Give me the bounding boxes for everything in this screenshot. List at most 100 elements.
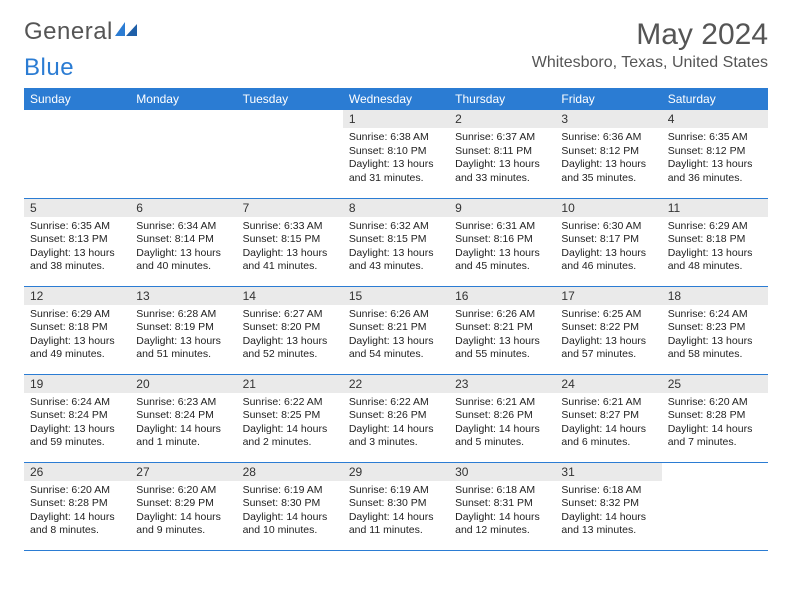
day-details: Sunrise: 6:22 AMSunset: 8:26 PMDaylight:…: [343, 393, 449, 455]
day-number: 25: [662, 375, 768, 393]
weekday-header-row: SundayMondayTuesdayWednesdayThursdayFrid…: [24, 88, 768, 110]
calendar-week-row: 5Sunrise: 6:35 AMSunset: 8:13 PMDaylight…: [24, 198, 768, 286]
calendar-day-cell: 13Sunrise: 6:28 AMSunset: 8:19 PMDayligh…: [130, 286, 236, 374]
day-number: 15: [343, 287, 449, 305]
calendar-day-cell: 30Sunrise: 6:18 AMSunset: 8:31 PMDayligh…: [449, 462, 555, 550]
calendar-day-cell: 16Sunrise: 6:26 AMSunset: 8:21 PMDayligh…: [449, 286, 555, 374]
calendar-day-cell: 22Sunrise: 6:22 AMSunset: 8:26 PMDayligh…: [343, 374, 449, 462]
day-number: 2: [449, 110, 555, 128]
day-details: Sunrise: 6:32 AMSunset: 8:15 PMDaylight:…: [343, 217, 449, 279]
day-details: Sunrise: 6:27 AMSunset: 8:20 PMDaylight:…: [237, 305, 343, 367]
day-number: 23: [449, 375, 555, 393]
title-block: May 2024 Whitesboro, Texas, United State…: [532, 18, 768, 72]
day-details: Sunrise: 6:38 AMSunset: 8:10 PMDaylight:…: [343, 128, 449, 190]
calendar-week-row: 12Sunrise: 6:29 AMSunset: 8:18 PMDayligh…: [24, 286, 768, 374]
day-number: 29: [343, 463, 449, 481]
day-details: Sunrise: 6:26 AMSunset: 8:21 PMDaylight:…: [449, 305, 555, 367]
day-number: 27: [130, 463, 236, 481]
calendar-day-cell: 20Sunrise: 6:23 AMSunset: 8:24 PMDayligh…: [130, 374, 236, 462]
brand-logo: General: [24, 18, 137, 46]
calendar-day-cell: 19Sunrise: 6:24 AMSunset: 8:24 PMDayligh…: [24, 374, 130, 462]
calendar-day-cell: 31Sunrise: 6:18 AMSunset: 8:32 PMDayligh…: [555, 462, 661, 550]
calendar-day-cell: 27Sunrise: 6:20 AMSunset: 8:29 PMDayligh…: [130, 462, 236, 550]
day-details: Sunrise: 6:23 AMSunset: 8:24 PMDaylight:…: [130, 393, 236, 455]
day-number: 16: [449, 287, 555, 305]
day-number: 17: [555, 287, 661, 305]
day-details: Sunrise: 6:26 AMSunset: 8:21 PMDaylight:…: [343, 305, 449, 367]
day-number: 30: [449, 463, 555, 481]
day-number: 4: [662, 110, 768, 128]
day-details: Sunrise: 6:34 AMSunset: 8:14 PMDaylight:…: [130, 217, 236, 279]
calendar-day-cell: [662, 462, 768, 550]
day-number: 7: [237, 199, 343, 217]
calendar-week-row: 19Sunrise: 6:24 AMSunset: 8:24 PMDayligh…: [24, 374, 768, 462]
calendar-day-cell: 3Sunrise: 6:36 AMSunset: 8:12 PMDaylight…: [555, 110, 661, 198]
calendar-day-cell: 14Sunrise: 6:27 AMSunset: 8:20 PMDayligh…: [237, 286, 343, 374]
day-details: Sunrise: 6:35 AMSunset: 8:13 PMDaylight:…: [24, 217, 130, 279]
brand-part2: Blue: [24, 54, 74, 82]
weekday-header: Saturday: [662, 88, 768, 110]
calendar-day-cell: 1Sunrise: 6:38 AMSunset: 8:10 PMDaylight…: [343, 110, 449, 198]
day-number: 14: [237, 287, 343, 305]
day-details: Sunrise: 6:36 AMSunset: 8:12 PMDaylight:…: [555, 128, 661, 190]
day-details: Sunrise: 6:19 AMSunset: 8:30 PMDaylight:…: [237, 481, 343, 543]
day-number: 12: [24, 287, 130, 305]
weekday-header: Wednesday: [343, 88, 449, 110]
day-details: Sunrise: 6:19 AMSunset: 8:30 PMDaylight:…: [343, 481, 449, 543]
day-number: 19: [24, 375, 130, 393]
calendar-day-cell: 15Sunrise: 6:26 AMSunset: 8:21 PMDayligh…: [343, 286, 449, 374]
calendar-day-cell: 21Sunrise: 6:22 AMSunset: 8:25 PMDayligh…: [237, 374, 343, 462]
calendar-table: SundayMondayTuesdayWednesdayThursdayFrid…: [24, 88, 768, 551]
day-number: 11: [662, 199, 768, 217]
day-details: Sunrise: 6:25 AMSunset: 8:22 PMDaylight:…: [555, 305, 661, 367]
day-number: 8: [343, 199, 449, 217]
calendar-day-cell: 23Sunrise: 6:21 AMSunset: 8:26 PMDayligh…: [449, 374, 555, 462]
day-number: 5: [24, 199, 130, 217]
day-number: 10: [555, 199, 661, 217]
day-details: Sunrise: 6:21 AMSunset: 8:27 PMDaylight:…: [555, 393, 661, 455]
day-details: Sunrise: 6:24 AMSunset: 8:23 PMDaylight:…: [662, 305, 768, 367]
calendar-day-cell: 6Sunrise: 6:34 AMSunset: 8:14 PMDaylight…: [130, 198, 236, 286]
day-number: 22: [343, 375, 449, 393]
calendar-week-row: 26Sunrise: 6:20 AMSunset: 8:28 PMDayligh…: [24, 462, 768, 550]
calendar-day-cell: 7Sunrise: 6:33 AMSunset: 8:15 PMDaylight…: [237, 198, 343, 286]
calendar-day-cell: 25Sunrise: 6:20 AMSunset: 8:28 PMDayligh…: [662, 374, 768, 462]
day-details: Sunrise: 6:35 AMSunset: 8:12 PMDaylight:…: [662, 128, 768, 190]
day-details: Sunrise: 6:20 AMSunset: 8:28 PMDaylight:…: [24, 481, 130, 543]
day-details: Sunrise: 6:20 AMSunset: 8:28 PMDaylight:…: [662, 393, 768, 455]
day-details: Sunrise: 6:24 AMSunset: 8:24 PMDaylight:…: [24, 393, 130, 455]
day-number: 28: [237, 463, 343, 481]
weekday-header: Friday: [555, 88, 661, 110]
day-details: Sunrise: 6:21 AMSunset: 8:26 PMDaylight:…: [449, 393, 555, 455]
calendar-day-cell: 4Sunrise: 6:35 AMSunset: 8:12 PMDaylight…: [662, 110, 768, 198]
calendar-day-cell: 8Sunrise: 6:32 AMSunset: 8:15 PMDaylight…: [343, 198, 449, 286]
calendar-week-row: 1Sunrise: 6:38 AMSunset: 8:10 PMDaylight…: [24, 110, 768, 198]
calendar-day-cell: 18Sunrise: 6:24 AMSunset: 8:23 PMDayligh…: [662, 286, 768, 374]
calendar-day-cell: 10Sunrise: 6:30 AMSunset: 8:17 PMDayligh…: [555, 198, 661, 286]
weekday-header: Monday: [130, 88, 236, 110]
calendar-day-cell: 11Sunrise: 6:29 AMSunset: 8:18 PMDayligh…: [662, 198, 768, 286]
calendar-body: 1Sunrise: 6:38 AMSunset: 8:10 PMDaylight…: [24, 110, 768, 550]
calendar-day-cell: [130, 110, 236, 198]
day-number: 13: [130, 287, 236, 305]
day-details: Sunrise: 6:28 AMSunset: 8:19 PMDaylight:…: [130, 305, 236, 367]
weekday-header: Sunday: [24, 88, 130, 110]
calendar-day-cell: 9Sunrise: 6:31 AMSunset: 8:16 PMDaylight…: [449, 198, 555, 286]
weekday-header: Thursday: [449, 88, 555, 110]
day-details: Sunrise: 6:18 AMSunset: 8:31 PMDaylight:…: [449, 481, 555, 543]
day-number: 26: [24, 463, 130, 481]
day-number: 31: [555, 463, 661, 481]
day-number: 24: [555, 375, 661, 393]
day-details: Sunrise: 6:33 AMSunset: 8:15 PMDaylight:…: [237, 217, 343, 279]
brand-part1: General: [24, 18, 113, 46]
day-details: Sunrise: 6:30 AMSunset: 8:17 PMDaylight:…: [555, 217, 661, 279]
calendar-day-cell: 5Sunrise: 6:35 AMSunset: 8:13 PMDaylight…: [24, 198, 130, 286]
day-number: 18: [662, 287, 768, 305]
calendar-day-cell: 29Sunrise: 6:19 AMSunset: 8:30 PMDayligh…: [343, 462, 449, 550]
day-details: Sunrise: 6:31 AMSunset: 8:16 PMDaylight:…: [449, 217, 555, 279]
calendar-day-cell: 2Sunrise: 6:37 AMSunset: 8:11 PMDaylight…: [449, 110, 555, 198]
logo-sail-icon: [115, 22, 137, 36]
day-details: Sunrise: 6:22 AMSunset: 8:25 PMDaylight:…: [237, 393, 343, 455]
weekday-header: Tuesday: [237, 88, 343, 110]
day-details: Sunrise: 6:29 AMSunset: 8:18 PMDaylight:…: [24, 305, 130, 367]
